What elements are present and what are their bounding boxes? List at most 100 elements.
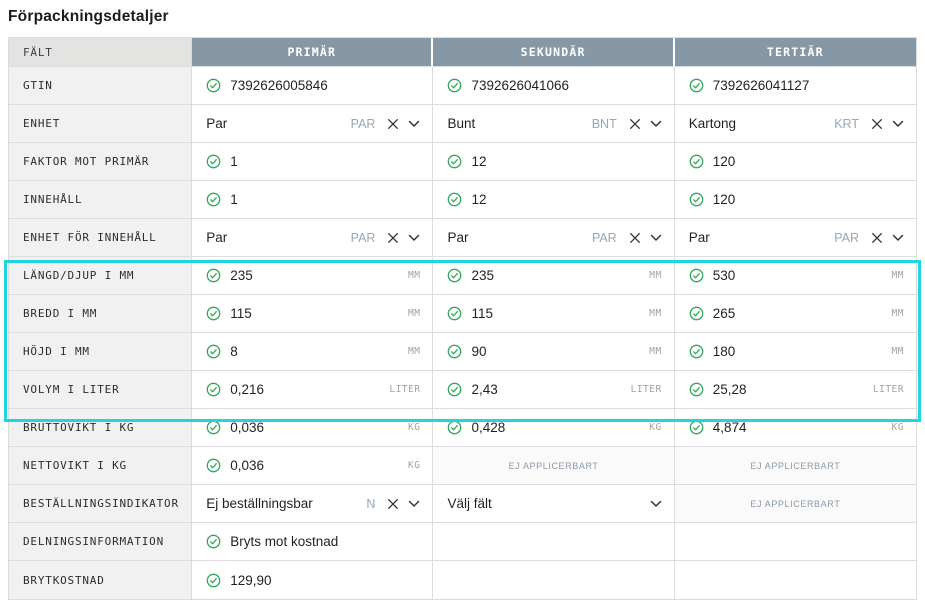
row-label: BESTÄLLNINGSINDIKATOR — [9, 485, 193, 523]
empty-cell — [433, 523, 675, 561]
field-value-text: 90 — [471, 344, 487, 359]
field-value-cell[interactable]: 0,036 KG — [192, 447, 434, 485]
dropdown-cell[interactable]: Par PAR — [674, 219, 916, 257]
page-title: Förpackningsdetaljer — [8, 8, 169, 25]
check-circle-icon — [206, 78, 221, 93]
field-value-cell[interactable]: 1 — [192, 181, 434, 219]
field-value-cell[interactable]: 12 — [433, 143, 675, 181]
field-value-cell[interactable]: 25,28 LITER — [674, 371, 916, 409]
dropdown-code-label: PAR — [350, 116, 376, 131]
field-value-text: Bryts mot kostnad — [230, 534, 339, 549]
clear-icon[interactable] — [387, 498, 399, 510]
chevron-down-icon[interactable] — [408, 500, 420, 508]
check-circle-icon — [689, 382, 704, 397]
dropdown-code-label: PAR — [834, 230, 859, 245]
field-value-cell[interactable]: 530 MM — [674, 257, 916, 295]
dropdown-code-label: PAR — [350, 230, 376, 245]
field-value-cell[interactable]: 8 MM — [192, 333, 434, 371]
field-value-cell[interactable]: 7392626041066 — [433, 67, 675, 105]
dropdown-cell[interactable]: Ej beställningsbar N — [192, 485, 434, 523]
dropdown-cell[interactable]: Par PAR — [192, 219, 434, 257]
dropdown-cell[interactable]: Bunt BNT — [433, 105, 675, 143]
unit-label: LITER — [872, 384, 904, 395]
unit-label: KG — [649, 422, 662, 433]
field-value-cell[interactable]: Bryts mot kostnad — [192, 523, 434, 561]
field-value-text: 0,428 — [471, 420, 506, 435]
clear-icon[interactable] — [387, 118, 399, 130]
field-value-cell[interactable]: 0,216 LITER — [192, 371, 434, 409]
check-circle-icon — [689, 154, 704, 169]
field-value-cell[interactable]: 265 MM — [674, 295, 916, 333]
field-value-cell[interactable]: 90 MM — [433, 333, 675, 371]
dropdown-cell[interactable]: Kartong KRT — [674, 105, 916, 143]
field-value-cell[interactable]: 235 MM — [192, 257, 434, 295]
unit-label: MM — [649, 270, 662, 281]
field-value-text: 1 — [230, 192, 238, 207]
field-value-cell[interactable]: 115 MM — [192, 295, 434, 333]
select-field-cell[interactable]: Välj fält — [433, 485, 675, 523]
dropdown-code-label: PAR — [591, 230, 617, 245]
clear-icon[interactable] — [629, 118, 641, 130]
field-value-cell[interactable]: 4,874 KG — [674, 409, 916, 447]
field-value-text: 265 — [712, 306, 736, 321]
table-row: VOLYM I LITER 0,216 LITER 2,43 LITER 25,28 LIT… — [9, 371, 916, 409]
row-label: BREDD I MM — [9, 295, 193, 333]
field-value-text: 235 — [471, 268, 494, 283]
table-row: DELNINGSINFORMATION Bryts mot kostnad — [9, 523, 916, 561]
check-circle-icon — [689, 344, 704, 359]
field-value-text: 115 — [230, 306, 252, 321]
field-value-text: 530 — [712, 268, 736, 283]
chevron-down-icon[interactable] — [650, 234, 662, 242]
field-value-text: 7392626005846 — [230, 78, 328, 93]
field-value-cell[interactable]: 0,036 KG — [192, 409, 434, 447]
field-value-text: 12 — [471, 154, 487, 169]
dropdown-cell[interactable]: Par PAR — [433, 219, 675, 257]
row-label: ENHET FÖR INNEHÅLL — [9, 219, 193, 257]
field-value-cell[interactable]: 115 MM — [433, 295, 675, 333]
unit-label: LITER — [389, 384, 421, 395]
field-value-cell[interactable]: 235 MM — [433, 257, 675, 295]
field-value-cell[interactable]: 2,43 LITER — [433, 371, 675, 409]
dropdown-selected-value: Par — [688, 230, 710, 245]
field-value-cell[interactable]: 7392626005846 — [192, 67, 434, 105]
field-value-cell[interactable]: 0,428 KG — [433, 409, 675, 447]
field-value-cell[interactable]: 1 — [192, 143, 434, 181]
packaging-details-table: FÄLT PRIMÄR SEKUNDÄR TERTIÄR GTIN 7392626… — [4, 37, 921, 600]
field-value-cell[interactable]: 7392626041127 — [674, 67, 916, 105]
chevron-down-icon[interactable] — [650, 500, 662, 508]
column-header-primary: PRIMÄR — [192, 38, 434, 67]
clear-icon[interactable] — [871, 232, 883, 244]
field-value-cell[interactable]: 120 — [674, 181, 916, 219]
dropdown-cell[interactable]: Par PAR — [192, 105, 434, 143]
unit-label: MM — [891, 270, 904, 281]
chevron-down-icon[interactable] — [892, 234, 904, 242]
field-value-cell[interactable]: 129,90 — [192, 561, 434, 599]
not-applicable-label: EJ APPLICERBART — [750, 498, 841, 509]
check-circle-icon — [447, 154, 462, 169]
field-value-text: 7392626041127 — [712, 78, 810, 93]
field-value-text: 0,216 — [230, 382, 264, 397]
dropdown-code-label: N — [366, 496, 376, 511]
check-circle-icon — [206, 154, 221, 169]
unit-label: MM — [891, 346, 904, 357]
field-value-cell[interactable]: 12 — [433, 181, 675, 219]
chevron-down-icon[interactable] — [650, 120, 662, 128]
field-value-text: 0,036 — [230, 420, 264, 435]
clear-icon[interactable] — [387, 232, 399, 244]
field-value-text: 12 — [471, 192, 487, 207]
field-value-cell[interactable]: 180 MM — [674, 333, 916, 371]
check-circle-icon — [206, 420, 221, 435]
field-value-text: 120 — [712, 192, 736, 207]
chevron-down-icon[interactable] — [408, 234, 420, 242]
chevron-down-icon[interactable] — [408, 120, 420, 128]
unit-label: MM — [649, 308, 662, 319]
check-circle-icon — [206, 268, 221, 283]
clear-icon[interactable] — [871, 118, 883, 130]
clear-icon[interactable] — [629, 232, 641, 244]
unit-label: KG — [891, 422, 904, 433]
dropdown-selected-value: Ej beställningsbar — [206, 496, 313, 511]
row-label: LÄNGD/DJUP I MM — [9, 257, 193, 295]
chevron-down-icon[interactable] — [892, 120, 904, 128]
row-label: NETTOVIKT I KG — [9, 447, 193, 485]
field-value-cell[interactable]: 120 — [674, 143, 916, 181]
